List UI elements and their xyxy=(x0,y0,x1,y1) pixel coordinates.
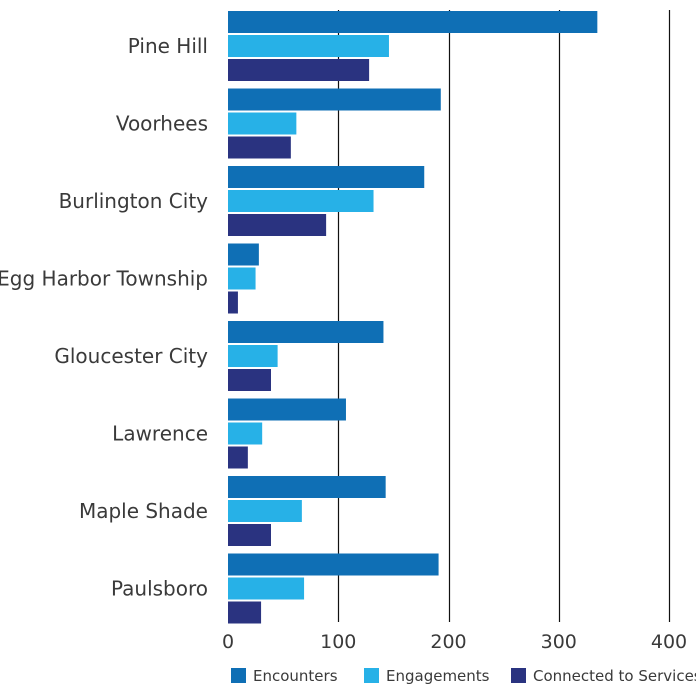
legend: Encounters Engagements Connected to Servic… xyxy=(231,667,696,685)
bars xyxy=(228,11,597,624)
bar-engagements xyxy=(228,268,256,290)
legend-label: Engagements xyxy=(386,667,490,685)
legend-swatch xyxy=(364,668,379,683)
bar-encounters xyxy=(228,554,439,576)
legend-swatch xyxy=(511,668,526,683)
bar-connected-to-services xyxy=(228,447,248,469)
x-tick-label: 300 xyxy=(541,631,577,653)
bar-engagements xyxy=(228,113,296,135)
bar-connected-to-services xyxy=(228,214,326,236)
bar-connected-to-services xyxy=(228,369,271,391)
category-label: Burlington City xyxy=(59,189,209,213)
x-tick-label: 100 xyxy=(320,631,356,653)
bar-encounters xyxy=(228,476,386,498)
category-label: Egg Harbor Township xyxy=(0,267,208,291)
bar-connected-to-services xyxy=(228,137,291,159)
category-labels: Pine Hill Voorhees Burlington City Egg Harb… xyxy=(0,34,208,601)
category-label: Voorhees xyxy=(116,112,208,136)
category-label: Lawrence xyxy=(112,422,208,446)
bar-encounters xyxy=(228,244,259,266)
category-label: Gloucester City xyxy=(54,344,208,368)
bar-connected-to-services xyxy=(228,524,271,546)
bar-encounters xyxy=(228,11,597,33)
bar-engagements xyxy=(228,578,304,600)
legend-label: Encounters xyxy=(253,667,338,685)
bar-connected-to-services xyxy=(228,59,369,81)
category-label: Maple Shade xyxy=(79,499,208,523)
bar-engagements xyxy=(228,345,278,367)
x-tick-label: 200 xyxy=(430,631,466,653)
bar-encounters xyxy=(228,166,424,188)
bar-connected-to-services xyxy=(228,602,261,624)
x-tick-label: 0 xyxy=(222,631,234,653)
bar-encounters xyxy=(228,399,346,421)
category-label: Paulsboro xyxy=(111,577,208,601)
legend-swatch xyxy=(231,668,246,683)
bar-engagements xyxy=(228,423,262,445)
x-axis-ticks: 0 100 200 300 400 xyxy=(222,631,687,653)
category-label: Pine Hill xyxy=(128,34,208,58)
bar-encounters xyxy=(228,321,383,343)
bar-connected-to-services xyxy=(228,292,238,314)
bar-engagements xyxy=(228,190,374,212)
bar-engagements xyxy=(228,500,302,522)
bar-encounters xyxy=(228,89,441,111)
x-tick-label: 400 xyxy=(651,631,687,653)
bar-engagements xyxy=(228,35,389,57)
legend-label: Connected to Services xyxy=(533,667,696,685)
